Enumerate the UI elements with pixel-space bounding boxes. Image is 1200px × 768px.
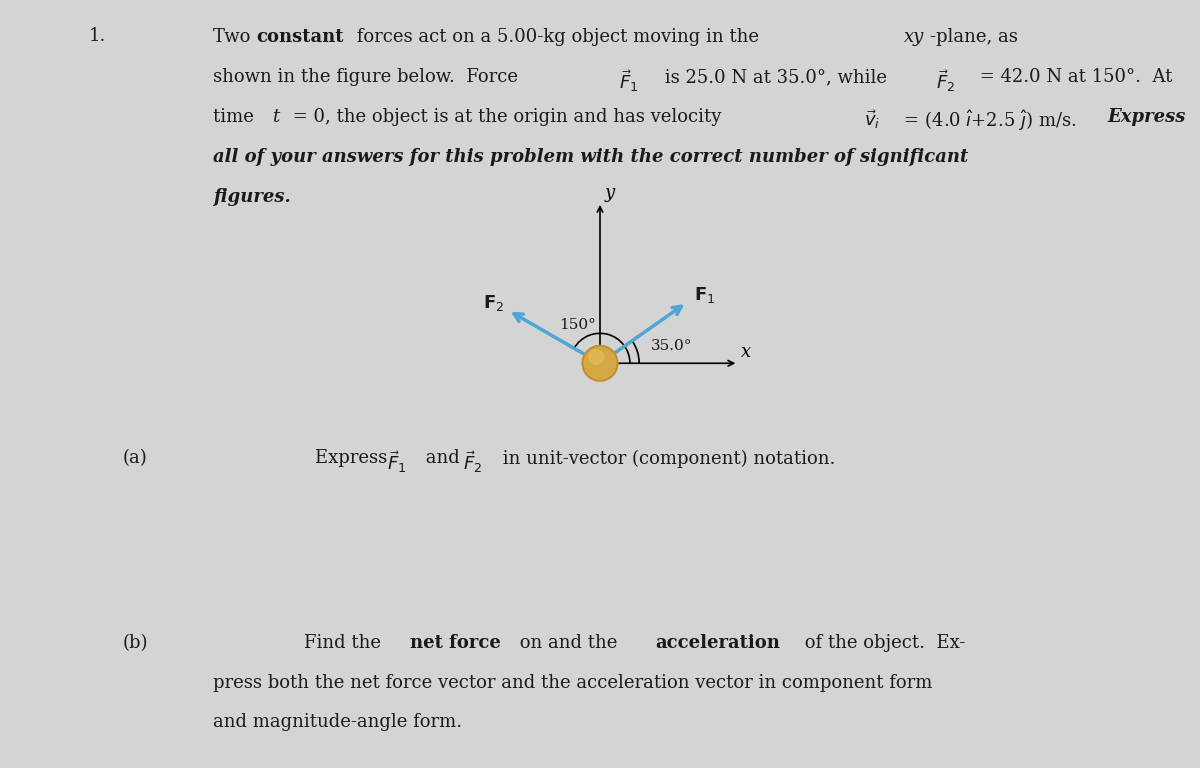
Text: and magnitude-angle form.: and magnitude-angle form. <box>214 713 462 731</box>
Text: t: t <box>272 108 280 126</box>
Text: $\vec{F}_1$: $\vec{F}_1$ <box>386 449 407 475</box>
Text: figures.: figures. <box>214 188 292 206</box>
Text: and: and <box>420 449 466 467</box>
Text: all of your answers for this problem with the correct number of significant: all of your answers for this problem wit… <box>214 148 968 166</box>
Text: is 25.0 N at 35.0°, while: is 25.0 N at 35.0°, while <box>659 68 893 86</box>
Circle shape <box>582 346 618 381</box>
Text: Express: Express <box>316 449 394 467</box>
Text: forces act on a 5.00-kg object moving in the: forces act on a 5.00-kg object moving in… <box>350 28 764 46</box>
Text: constant: constant <box>257 28 344 46</box>
Text: $\vec{v}_i$: $\vec{v}_i$ <box>864 108 881 131</box>
Text: = (4.0 $\hat{\imath}$+2.5 $\hat{\jmath}$) m/s.: = (4.0 $\hat{\imath}$+2.5 $\hat{\jmath}$… <box>899 108 1079 133</box>
Text: = 42.0 N at 150°.  At: = 42.0 N at 150°. At <box>974 68 1172 86</box>
Text: on and the: on and the <box>514 634 623 651</box>
Text: in unit-vector (component) notation.: in unit-vector (component) notation. <box>497 449 835 468</box>
Text: acceleration: acceleration <box>655 634 780 651</box>
Text: shown in the figure below.  Force: shown in the figure below. Force <box>214 68 524 86</box>
Text: = 0, the object is at the origin and has velocity: = 0, the object is at the origin and has… <box>287 108 727 126</box>
Text: (a): (a) <box>122 449 148 467</box>
Text: 1.: 1. <box>89 27 106 45</box>
Text: of the object.  Ex-: of the object. Ex- <box>798 634 965 651</box>
Text: Find the: Find the <box>304 634 386 651</box>
Text: $\vec{F}_2$: $\vec{F}_2$ <box>463 449 482 475</box>
Text: (b): (b) <box>122 634 149 651</box>
Text: y: y <box>605 184 614 202</box>
Text: net force: net force <box>409 634 500 651</box>
Circle shape <box>589 349 604 364</box>
Text: xy: xy <box>904 28 924 46</box>
Text: 35.0°: 35.0° <box>650 339 692 353</box>
Text: Express: Express <box>1108 108 1186 126</box>
Text: x: x <box>740 343 751 361</box>
Text: time: time <box>214 108 260 126</box>
Text: $\vec{F}_2$: $\vec{F}_2$ <box>936 68 955 94</box>
Text: press both the net force vector and the acceleration vector in component form: press both the net force vector and the … <box>214 674 932 691</box>
Text: -plane, as: -plane, as <box>930 28 1018 46</box>
Text: $\vec{F}_1$: $\vec{F}_1$ <box>619 68 638 94</box>
Text: 150°: 150° <box>559 318 596 332</box>
Text: Two: Two <box>214 28 257 46</box>
Text: $\mathbf{F}_2$: $\mathbf{F}_2$ <box>482 293 504 313</box>
Text: $\mathbf{F}_1$: $\mathbf{F}_1$ <box>694 285 715 305</box>
